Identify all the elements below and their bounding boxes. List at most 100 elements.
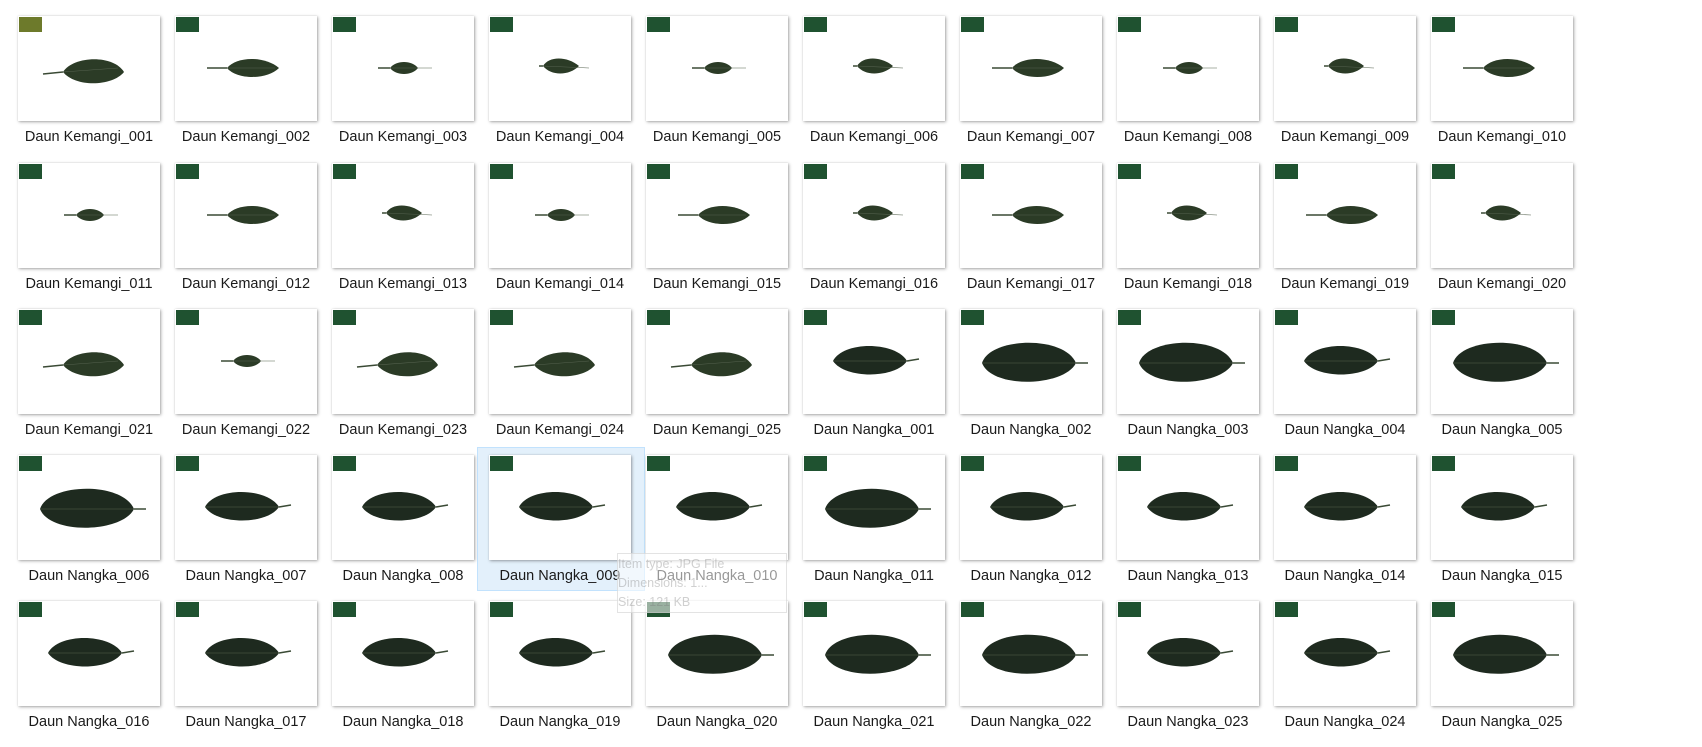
file-item[interactable]: Daun Nangka_013 bbox=[1117, 455, 1287, 601]
file-name[interactable]: Daun Kemangi_011 bbox=[25, 276, 153, 292]
file-name[interactable]: Daun Nangka_005 bbox=[1441, 422, 1563, 438]
file-item[interactable]: Daun Nangka_016 bbox=[18, 601, 188, 747]
file-thumbnail[interactable] bbox=[332, 163, 474, 268]
file-item[interactable]: Daun Nangka_021 bbox=[803, 601, 973, 747]
file-thumbnail[interactable] bbox=[489, 163, 631, 268]
file-thumbnail[interactable] bbox=[646, 455, 788, 560]
file-thumbnail[interactable] bbox=[803, 163, 945, 268]
file-thumbnail[interactable] bbox=[175, 309, 317, 414]
file-name[interactable]: Daun Nangka_012 bbox=[970, 568, 1092, 584]
file-item[interactable]: Daun Kemangi_011 bbox=[18, 163, 188, 309]
file-thumbnail[interactable] bbox=[1117, 163, 1259, 268]
file-name[interactable]: Daun Nangka_011 bbox=[814, 568, 934, 584]
file-item[interactable]: Daun Kemangi_018 bbox=[1117, 163, 1287, 309]
file-thumbnail[interactable] bbox=[1274, 455, 1416, 560]
file-item[interactable]: Daun Nangka_023 bbox=[1117, 601, 1287, 747]
file-name[interactable]: Daun Kemangi_006 bbox=[809, 129, 939, 145]
file-thumbnail[interactable] bbox=[646, 163, 788, 268]
file-thumbnail[interactable] bbox=[646, 16, 788, 121]
file-item[interactable]: Daun Kemangi_024 bbox=[489, 309, 659, 455]
file-name[interactable]: Daun Nangka_001 bbox=[813, 422, 935, 438]
file-item[interactable]: Daun Kemangi_025 bbox=[646, 309, 816, 455]
file-name[interactable]: Daun Nangka_007 bbox=[185, 568, 307, 584]
file-thumbnail[interactable] bbox=[175, 163, 317, 268]
file-thumbnail[interactable] bbox=[646, 309, 788, 414]
file-thumbnail[interactable] bbox=[489, 309, 631, 414]
file-thumbnail[interactable] bbox=[175, 16, 317, 121]
file-thumbnail[interactable] bbox=[960, 455, 1102, 560]
file-name[interactable]: Daun Nangka_004 bbox=[1284, 422, 1406, 438]
file-item[interactable]: Daun Kemangi_020 bbox=[1431, 163, 1601, 309]
file-thumbnail[interactable] bbox=[489, 455, 631, 560]
file-item[interactable]: Daun Kemangi_019 bbox=[1274, 163, 1444, 309]
file-name[interactable]: Daun Kemangi_001 bbox=[24, 129, 154, 145]
file-item[interactable]: Daun Kemangi_008 bbox=[1117, 16, 1287, 162]
file-name[interactable]: Daun Nangka_022 bbox=[970, 714, 1092, 730]
file-name[interactable]: Daun Kemangi_024 bbox=[495, 422, 625, 438]
file-thumbnail[interactable] bbox=[1431, 163, 1573, 268]
file-item[interactable]: Daun Nangka_024 bbox=[1274, 601, 1444, 747]
file-thumbnail[interactable] bbox=[960, 309, 1102, 414]
file-thumbnail[interactable] bbox=[1431, 16, 1573, 121]
file-name[interactable]: Daun Kemangi_022 bbox=[181, 422, 311, 438]
file-item[interactable]: Daun Kemangi_007 bbox=[960, 16, 1130, 162]
file-name[interactable]: Daun Kemangi_015 bbox=[652, 276, 782, 292]
file-thumbnail[interactable] bbox=[1274, 16, 1416, 121]
file-thumbnail[interactable] bbox=[18, 163, 160, 268]
file-thumbnail[interactable] bbox=[1117, 309, 1259, 414]
file-name[interactable]: Daun Kemangi_014 bbox=[495, 276, 625, 292]
file-name[interactable]: Daun Nangka_009 bbox=[499, 568, 621, 584]
file-thumbnail[interactable] bbox=[803, 16, 945, 121]
file-name[interactable]: Daun Nangka_006 bbox=[28, 568, 150, 584]
file-item[interactable]: Daun Kemangi_004 bbox=[489, 16, 659, 162]
file-thumbnail[interactable] bbox=[803, 455, 945, 560]
file-name[interactable]: Daun Kemangi_007 bbox=[966, 129, 1096, 145]
file-thumbnail[interactable] bbox=[1431, 309, 1573, 414]
file-item[interactable]: Daun Kemangi_003 bbox=[332, 16, 502, 162]
file-thumbnail[interactable] bbox=[1117, 16, 1259, 121]
file-thumbnail[interactable] bbox=[18, 309, 160, 414]
file-item[interactable]: Daun Kemangi_009 bbox=[1274, 16, 1444, 162]
file-name[interactable]: Daun Kemangi_012 bbox=[181, 276, 311, 292]
file-thumbnail[interactable] bbox=[489, 16, 631, 121]
file-name[interactable]: Daun Nangka_014 bbox=[1284, 568, 1406, 584]
file-thumbnail[interactable] bbox=[332, 16, 474, 121]
file-item[interactable]: Daun Nangka_005 bbox=[1431, 309, 1601, 455]
file-thumbnail[interactable] bbox=[1274, 163, 1416, 268]
file-item[interactable]: Daun Nangka_025 bbox=[1431, 601, 1601, 747]
file-name[interactable]: Daun Nangka_008 bbox=[342, 568, 464, 584]
file-item[interactable]: Daun Nangka_015 bbox=[1431, 455, 1601, 601]
file-item[interactable]: Daun Kemangi_005 bbox=[646, 16, 816, 162]
file-item[interactable]: Daun Kemangi_017 bbox=[960, 163, 1130, 309]
file-name[interactable]: Daun Kemangi_004 bbox=[495, 129, 625, 145]
file-thumbnail[interactable] bbox=[1431, 601, 1573, 706]
file-name[interactable]: Daun Kemangi_021 bbox=[24, 422, 154, 438]
file-thumbnail[interactable] bbox=[489, 601, 631, 706]
file-name[interactable]: Daun Nangka_016 bbox=[28, 714, 150, 730]
file-name[interactable]: Daun Kemangi_013 bbox=[338, 276, 468, 292]
file-item[interactable]: Daun Kemangi_010 bbox=[1431, 16, 1601, 162]
file-name[interactable]: Daun Kemangi_025 bbox=[652, 422, 782, 438]
file-name[interactable]: Daun Nangka_002 bbox=[970, 422, 1092, 438]
file-item[interactable]: Daun Nangka_017 bbox=[175, 601, 345, 747]
file-thumbnail[interactable] bbox=[803, 309, 945, 414]
file-item[interactable]: Daun Kemangi_006 bbox=[803, 16, 973, 162]
file-name[interactable]: Daun Kemangi_009 bbox=[1280, 129, 1410, 145]
file-thumbnail[interactable] bbox=[1274, 309, 1416, 414]
file-thumbnail[interactable] bbox=[960, 163, 1102, 268]
file-item[interactable]: Daun Nangka_011 bbox=[803, 455, 973, 601]
file-name[interactable]: Daun Kemangi_010 bbox=[1437, 129, 1567, 145]
file-item[interactable]: Daun Nangka_022 bbox=[960, 601, 1130, 747]
file-item[interactable]: Daun Kemangi_002 bbox=[175, 16, 345, 162]
file-thumbnail[interactable] bbox=[960, 16, 1102, 121]
file-item[interactable]: Daun Kemangi_023 bbox=[332, 309, 502, 455]
file-item[interactable]: Daun Nangka_006 bbox=[18, 455, 188, 601]
file-item[interactable]: Daun Nangka_014 bbox=[1274, 455, 1444, 601]
file-thumbnail[interactable] bbox=[1274, 601, 1416, 706]
file-item[interactable]: Daun Nangka_009 bbox=[477, 447, 659, 601]
file-thumbnail[interactable] bbox=[803, 601, 945, 706]
file-name[interactable]: Daun Kemangi_023 bbox=[338, 422, 468, 438]
file-item[interactable]: Daun Nangka_007 bbox=[175, 455, 345, 601]
file-name[interactable]: Daun Nangka_025 bbox=[1441, 714, 1563, 730]
file-name[interactable]: Daun Kemangi_018 bbox=[1123, 276, 1253, 292]
